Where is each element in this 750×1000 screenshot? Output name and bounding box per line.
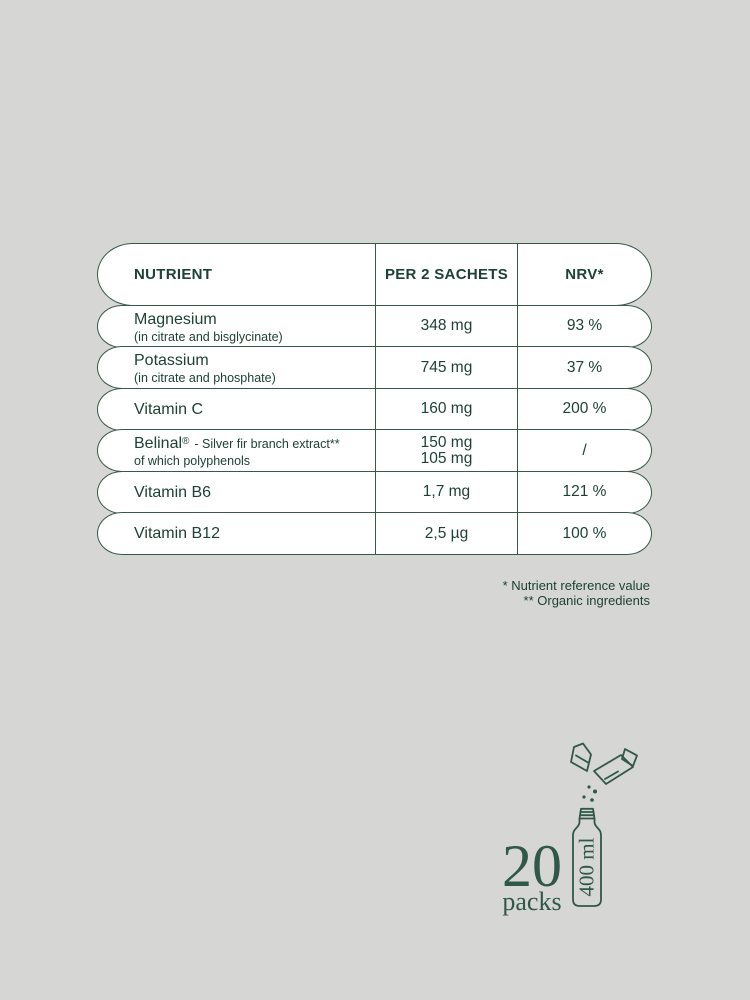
amount-value: 160 mg [420,400,473,417]
nrv-value: 200 % [562,400,607,417]
table-row-vitamin-b12: Vitamin B12 2,5 µg 100 % [97,512,652,555]
footnotes: * Nutrient reference value ** Organic in… [97,578,650,608]
nutrition-table: NUTRIENT PER 2 SACHETS NRV* Magnesium (i… [97,243,652,555]
table-row-magnesium: Magnesium (in citrate and bisglycinate) … [97,304,652,348]
amount-value-2: 105 mg [420,449,473,467]
nrv-value: 121 % [562,483,607,500]
table-row-vitamin-b6: Vitamin B6 1,7 mg 121 % [97,470,652,514]
nutrient-name: Vitamin B12 [134,525,220,542]
nutrient-name: Magnesium [134,310,217,328]
pack-count-block: 20 packs [492,833,572,916]
nutrient-name: Vitamin C [134,400,204,418]
nutrient-subtext: of which polyphenols [134,454,251,468]
nrv-value: 37 % [566,358,603,376]
amount-value: 745 mg [420,358,473,376]
pack-count: 20 [502,833,562,899]
nrv-value: 100 % [562,524,607,542]
amount-value: 1,7 mg [422,483,471,500]
nutrient-name: Belinal [134,435,183,452]
bottle-icon [572,807,602,907]
registered-mark: ® [182,436,190,447]
table-header-row: NUTRIENT PER 2 SACHETS NRV* [97,243,652,306]
amount-value: 150 mg [420,433,473,451]
amount-value: 348 mg [420,317,473,334]
nutrient-name-suffix: - Silver fir branch extract** [194,437,340,451]
column-header-nutrient: NUTRIENT [98,244,376,305]
bottle-volume-label: 400 ml [575,837,599,896]
table-row-belinal: Belinal® - Silver fir branch extract** of… [97,429,652,472]
nutrient-name: Vitamin B6 [134,483,212,501]
powder-drops-icon [582,785,597,802]
nutrient-name: Potassium [134,352,209,369]
sachet-large-icon [593,748,638,785]
nrv-value: / [582,441,587,459]
footnote-nutrient-reference: * Nutrient reference value [502,578,650,593]
sachet-small-icon [570,742,592,772]
pack-unit-label: packs [502,887,562,916]
nutrient-subtext: (in citrate and bisglycinate) [134,329,283,344]
product-illustration: 400 ml [570,742,638,907]
nrv-value: 93 % [566,317,603,334]
footnote-organic-ingredients: ** Organic ingredients [523,592,650,608]
amount-value: 2,5 µg [424,524,469,542]
column-header-per-2-sachets: PER 2 SACHETS [376,244,518,305]
table-row-vitamin-c: Vitamin C 160 mg 200 % [97,387,652,431]
table-row-potassium: Potassium (in citrate and phosphate) 745… [97,346,652,389]
nutrient-subtext: (in citrate and phosphate) [134,371,276,385]
column-header-nrv: NRV* [565,266,604,283]
